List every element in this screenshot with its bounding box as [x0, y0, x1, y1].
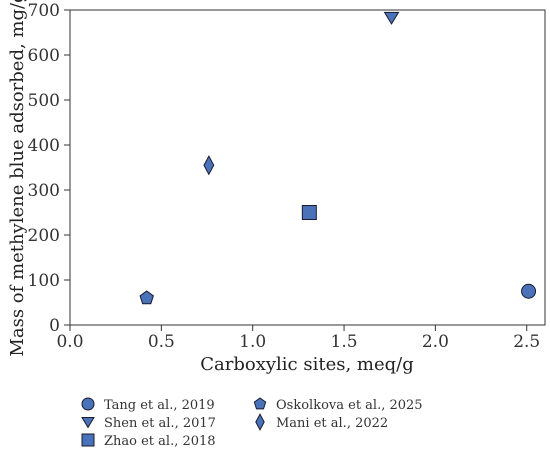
x-tick-label: 2.5: [513, 332, 540, 352]
x-tick-label: 2.0: [422, 332, 449, 352]
y-tick-label: 700: [28, 1, 60, 21]
legend-label: Shen et al., 2017: [104, 416, 216, 431]
x-tick-label: 1.5: [331, 332, 358, 352]
data-point: [301, 205, 317, 220]
legend-marker: [81, 397, 95, 411]
y-tick-label: 0: [49, 316, 60, 336]
legend-label: Tang et al., 2019: [104, 398, 215, 413]
y-axis: 0 100 200 300 400 500 600 700: [28, 1, 70, 336]
legend-marker: [255, 413, 265, 431]
y-tick-label: 500: [28, 91, 60, 111]
plot-border: [69, 9, 546, 326]
x-axis: 0.0 0.5 1.0 1.5 2.0 2.5: [56, 325, 540, 352]
legend-marker: [253, 397, 267, 410]
legend-label: Oskolkova et al., 2025: [276, 398, 423, 413]
x-tick-label: 0.5: [148, 332, 175, 352]
legend-label: Zhao et al., 2018: [104, 434, 216, 449]
legend: Tang et al., 2019 Shen et al., 2017 Zhao e…: [81, 397, 423, 449]
x-axis-label: Carboxylic sites, meq/g: [200, 354, 414, 375]
y-tick-label: 100: [28, 271, 60, 291]
data-points: [139, 11, 537, 305]
data-point: [383, 11, 400, 25]
x-tick-label: 0.0: [56, 332, 83, 352]
legend-marker: [81, 433, 95, 447]
data-point: [203, 155, 215, 176]
y-tick-label: 400: [28, 136, 60, 156]
plot-area: [69, 9, 546, 326]
legend-marker: [81, 417, 95, 429]
y-axis-label: Mass of methylene blue adsorbed, mg/g: [7, 0, 28, 357]
y-tick-label: 600: [28, 46, 60, 66]
y-tick-label: 300: [28, 181, 60, 201]
y-tick-label: 200: [28, 226, 60, 246]
x-tick-label: 1.0: [239, 332, 266, 352]
data-point: [521, 283, 537, 299]
data-point: [139, 290, 154, 305]
legend-label: Mani et al., 2022: [276, 416, 388, 431]
